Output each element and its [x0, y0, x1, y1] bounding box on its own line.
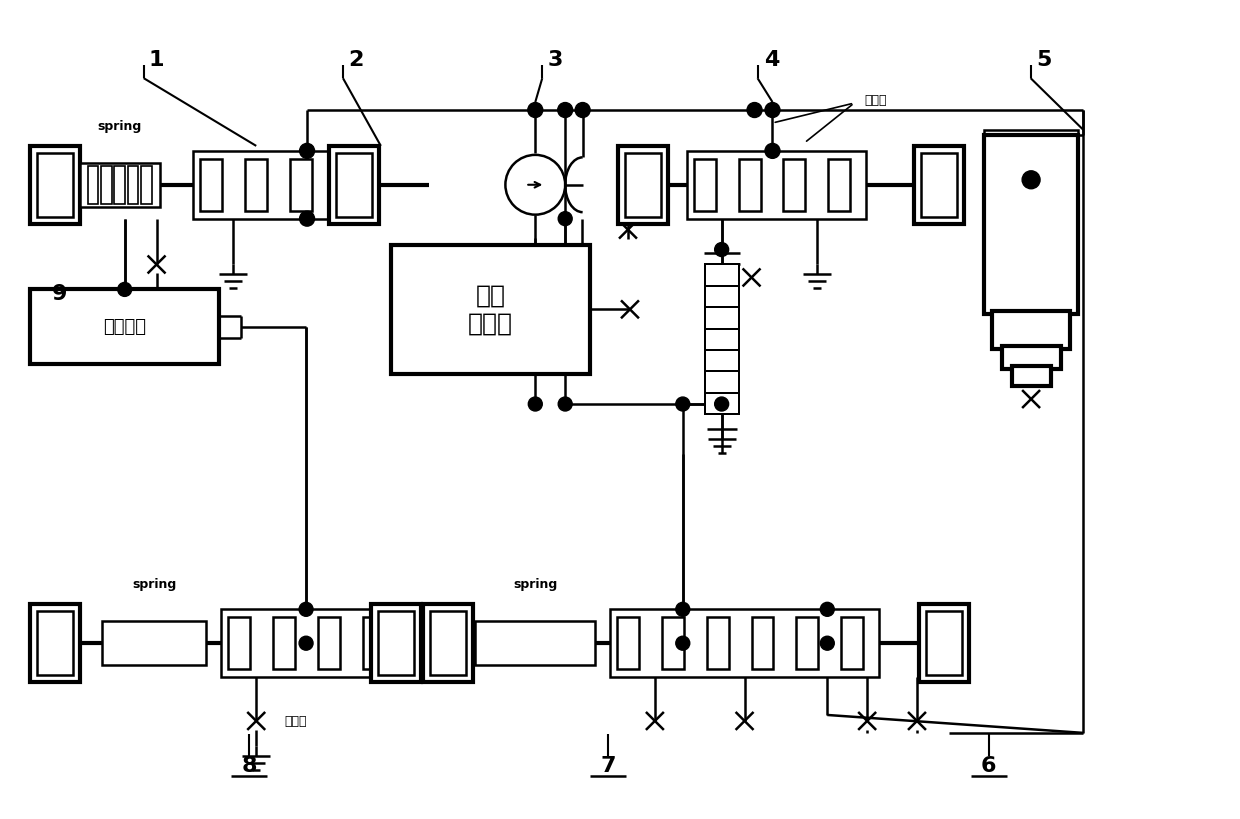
Bar	[707, 618, 729, 669]
Bar	[841, 618, 863, 669]
Circle shape	[299, 602, 312, 616]
Bar	[704, 350, 739, 371]
Text: 4: 4	[764, 50, 779, 70]
Bar	[828, 159, 851, 210]
Bar	[784, 159, 805, 210]
Circle shape	[821, 636, 835, 650]
Bar	[273, 618, 295, 669]
Circle shape	[714, 397, 729, 411]
Circle shape	[676, 636, 689, 650]
Text: 5: 5	[1035, 50, 1052, 70]
Bar	[739, 159, 760, 210]
Bar	[704, 371, 739, 392]
Bar	[625, 153, 661, 217]
Bar	[193, 151, 373, 219]
Text: spring: spring	[98, 120, 141, 133]
Bar	[201, 159, 222, 210]
Bar	[704, 392, 739, 414]
Bar	[687, 151, 867, 219]
Bar	[429, 611, 465, 675]
Bar	[30, 146, 79, 224]
Text: 反作用腔: 反作用腔	[103, 318, 146, 336]
Bar	[610, 609, 879, 677]
Bar	[335, 159, 357, 210]
Bar	[926, 611, 962, 675]
Bar	[919, 604, 968, 682]
Bar	[1012, 366, 1050, 386]
Bar	[378, 611, 414, 675]
Bar	[37, 611, 73, 675]
Bar	[114, 165, 125, 204]
Text: 主油压: 主油压	[285, 715, 308, 728]
Bar	[329, 146, 379, 224]
Circle shape	[300, 143, 315, 158]
Bar	[141, 165, 151, 204]
Bar	[475, 622, 595, 665]
Bar	[423, 604, 472, 682]
Bar	[317, 618, 340, 669]
Bar	[37, 153, 73, 217]
Text: spring: spring	[513, 578, 558, 591]
Bar	[983, 135, 1079, 314]
Circle shape	[118, 283, 131, 296]
Bar	[796, 618, 818, 669]
Bar	[662, 618, 683, 669]
Circle shape	[676, 602, 689, 616]
Circle shape	[528, 397, 542, 411]
Bar	[1002, 346, 1060, 369]
Text: spring: spring	[131, 578, 176, 591]
Circle shape	[765, 102, 780, 117]
Bar	[693, 159, 715, 210]
Bar	[391, 245, 590, 374]
Text: 1: 1	[149, 50, 165, 70]
Bar	[102, 165, 112, 204]
Bar	[128, 165, 139, 204]
Bar	[921, 153, 957, 217]
Circle shape	[300, 211, 315, 226]
Circle shape	[575, 102, 590, 117]
Circle shape	[821, 602, 835, 616]
Circle shape	[299, 636, 312, 650]
Bar	[618, 618, 639, 669]
Circle shape	[558, 211, 572, 225]
Bar	[336, 153, 372, 217]
Bar	[79, 163, 160, 206]
Bar	[914, 146, 963, 224]
Bar	[704, 307, 739, 328]
Bar	[30, 604, 79, 682]
Bar	[704, 286, 739, 307]
Text: 6: 6	[981, 756, 997, 776]
Bar	[992, 311, 1070, 349]
Circle shape	[676, 397, 689, 411]
Bar	[704, 265, 739, 286]
Circle shape	[714, 242, 729, 256]
Text: 主油压: 主油压	[864, 93, 887, 106]
Bar	[290, 159, 312, 210]
Bar	[222, 609, 401, 677]
Circle shape	[1022, 171, 1040, 188]
Circle shape	[765, 143, 780, 158]
Bar	[983, 130, 1079, 135]
Circle shape	[558, 102, 573, 117]
Bar	[30, 289, 219, 364]
Bar	[246, 159, 267, 210]
Text: 7: 7	[600, 756, 616, 776]
Bar	[618, 146, 668, 224]
Bar	[371, 604, 420, 682]
Text: 9: 9	[52, 284, 68, 305]
Circle shape	[746, 102, 763, 117]
Text: 8: 8	[242, 756, 257, 776]
Bar	[228, 618, 250, 669]
Bar	[704, 328, 739, 350]
Bar	[102, 622, 206, 665]
Bar	[751, 618, 774, 669]
Text: 2: 2	[348, 50, 363, 70]
Circle shape	[528, 102, 543, 117]
Text: 第四
制动器: 第四 制动器	[467, 283, 513, 335]
Bar	[88, 165, 98, 204]
Bar	[363, 618, 384, 669]
Circle shape	[558, 397, 572, 411]
Text: 3: 3	[548, 50, 563, 70]
